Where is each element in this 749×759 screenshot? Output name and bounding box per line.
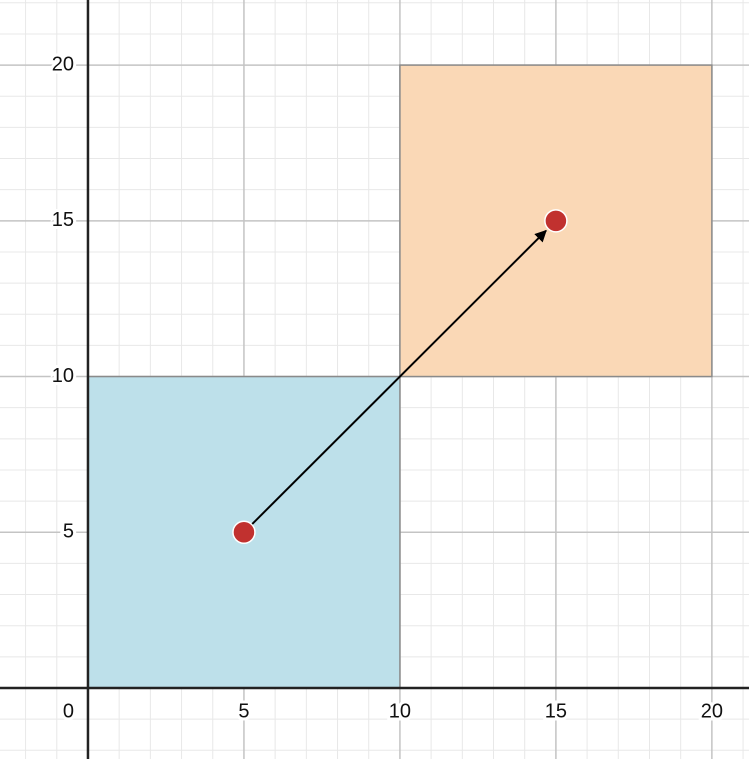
arrow	[250, 229, 547, 526]
y-tick-label: 10	[52, 365, 74, 387]
x-tick-label: 5	[238, 700, 249, 722]
x-tick-label: 0	[63, 700, 74, 722]
point	[232, 520, 256, 545]
point	[544, 209, 568, 233]
y-tick-label: 5	[63, 521, 74, 543]
y-tick-label: 15	[52, 209, 74, 231]
x-tick-label: 15	[545, 700, 567, 722]
y-tick-label: 20	[52, 53, 74, 75]
x-tick-label: 10	[389, 700, 411, 722]
x-tick-label: 20	[701, 700, 723, 722]
